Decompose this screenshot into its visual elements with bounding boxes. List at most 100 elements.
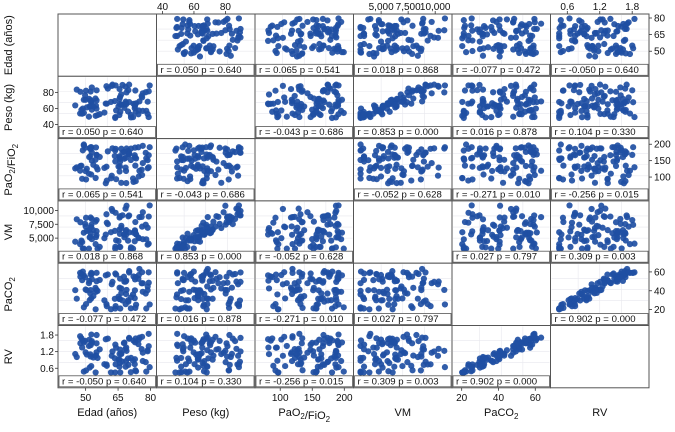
data-point <box>559 214 567 221</box>
data-point <box>112 361 119 368</box>
data-point <box>328 237 335 244</box>
data-point <box>521 92 529 99</box>
panel-vm-vs-edad: r = 0.018 p = 0.868 <box>57 200 157 264</box>
data-point <box>332 303 339 310</box>
data-point <box>621 151 629 158</box>
data-point <box>335 234 342 241</box>
data-point <box>604 27 611 34</box>
data-point <box>531 333 538 340</box>
data-point <box>307 341 314 348</box>
correlation-label: r = 0.016 p = 0.878 <box>456 127 537 138</box>
data-point <box>204 283 211 290</box>
bottom-axis-title: VM <box>395 407 412 419</box>
data-point <box>340 245 347 252</box>
data-point <box>588 218 596 225</box>
annotation-box <box>452 63 550 76</box>
data-point <box>82 220 89 227</box>
data-point <box>123 347 130 354</box>
data-point <box>173 294 180 301</box>
data-point <box>138 166 145 173</box>
data-point <box>435 278 442 285</box>
data-point <box>391 101 398 108</box>
data-point <box>468 15 475 22</box>
data-point <box>441 347 448 354</box>
correlation-label: r = -0.271 p = 0.010 <box>456 189 540 200</box>
data-point <box>225 176 232 183</box>
data-point <box>122 164 129 171</box>
data-point <box>557 141 564 148</box>
data-point <box>460 147 467 154</box>
data-point <box>265 285 273 292</box>
data-point <box>584 145 591 152</box>
data-point <box>625 223 632 230</box>
data-point <box>101 164 108 172</box>
data-point <box>391 276 398 283</box>
data-point <box>488 175 495 182</box>
data-point <box>233 164 240 171</box>
data-point <box>118 289 125 296</box>
data-point <box>304 209 311 216</box>
panel-frame <box>254 138 354 202</box>
data-point <box>199 295 206 303</box>
data-point <box>199 228 206 235</box>
data-point <box>180 287 187 294</box>
data-point <box>187 344 194 351</box>
data-point <box>131 339 139 346</box>
correlation-label: r = 0.018 p = 0.868 <box>62 252 143 263</box>
data-point <box>375 155 382 162</box>
data-point <box>629 151 636 158</box>
data-point <box>422 81 429 89</box>
data-point <box>216 220 223 227</box>
data-point <box>319 213 326 220</box>
data-point <box>528 84 535 91</box>
data-point <box>556 147 563 154</box>
data-point <box>594 209 601 216</box>
data-point <box>375 368 382 375</box>
right-tick-label: 150 <box>654 156 671 167</box>
data-point <box>173 244 180 251</box>
data-point <box>215 19 222 26</box>
data-point <box>360 145 367 152</box>
left-axis-title: PaCO2 <box>3 277 17 312</box>
data-point <box>298 100 305 108</box>
data-point <box>126 268 133 275</box>
annotation-box <box>58 375 156 388</box>
data-point <box>624 214 631 221</box>
annotation-box <box>452 250 550 263</box>
data-point <box>186 305 193 312</box>
data-point <box>206 342 214 349</box>
data-point <box>88 84 95 91</box>
data-point <box>517 144 524 151</box>
data-point <box>179 153 186 161</box>
data-point <box>225 367 232 374</box>
data-point <box>315 356 322 363</box>
data-point <box>434 352 442 359</box>
data-point <box>366 167 373 174</box>
data-point <box>319 105 326 112</box>
data-point <box>206 271 214 278</box>
data-point <box>611 111 618 118</box>
data-point <box>82 337 89 345</box>
data-point <box>626 241 634 248</box>
data-point <box>270 362 277 369</box>
bottom-tick-label: 50 <box>80 393 92 404</box>
data-point <box>607 15 614 23</box>
data-point <box>565 234 572 241</box>
data-point <box>112 209 119 216</box>
data-point <box>272 344 280 351</box>
data-point <box>459 43 466 50</box>
data-point <box>199 30 206 37</box>
data-point <box>360 30 367 37</box>
data-point <box>209 30 216 37</box>
data-point <box>594 159 601 167</box>
data-point <box>468 231 475 238</box>
data-point <box>528 149 535 156</box>
data-point <box>88 224 95 231</box>
data-point <box>596 81 604 88</box>
data-point <box>531 171 538 179</box>
data-point <box>468 155 475 162</box>
data-point <box>144 165 151 172</box>
data-point <box>581 154 588 161</box>
data-point <box>419 280 426 287</box>
panel-rv-vs-rv <box>550 325 650 389</box>
